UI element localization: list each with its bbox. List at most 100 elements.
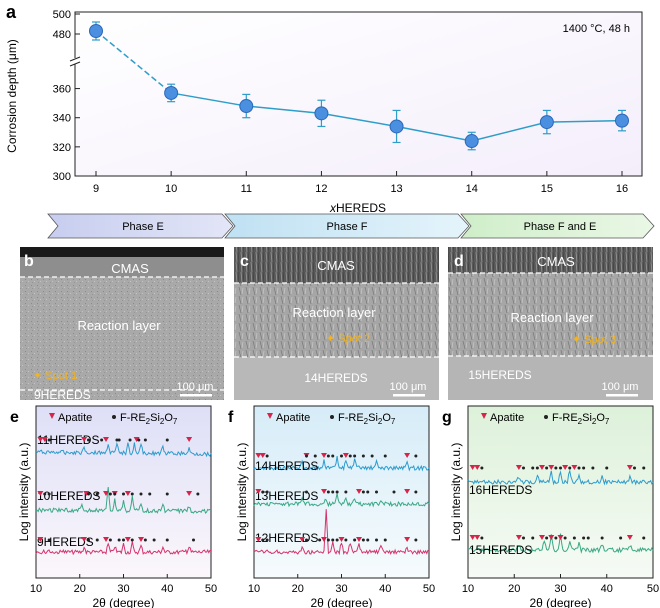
chart-annotation: 1400 °C, 48 h: [563, 23, 630, 35]
fre-peak-marker: [375, 538, 378, 542]
x-axis-label: 2θ (degree): [92, 596, 154, 608]
fre-peak-marker: [331, 454, 335, 458]
data-point: [314, 106, 329, 121]
fre-peak-marker: [563, 536, 567, 540]
apatite-peak-marker: [342, 453, 349, 458]
xrd-trace: [35, 541, 211, 556]
panel-label-d: d: [454, 253, 464, 270]
apatite-peak-marker: [626, 535, 633, 540]
fre-peak-marker: [331, 490, 335, 494]
micrograph-d: d CMAS Reaction layer ✦ Spot 3 15HEREDS …: [448, 247, 653, 400]
legend-apatite-marker: [481, 413, 487, 419]
apatite-peak-marker: [571, 465, 578, 470]
apatite-peak-marker: [626, 465, 633, 470]
subscript: 2: [378, 417, 383, 426]
apatite-peak-marker: [338, 537, 345, 542]
fre-peak-marker: [414, 538, 418, 542]
fre-peak-marker: [531, 536, 535, 540]
fre-peak-marker: [326, 490, 330, 494]
fre-peak-marker: [392, 490, 396, 494]
fre-peak-marker: [137, 438, 141, 442]
y-axis-label: Log intensity (a.u.): [17, 443, 31, 542]
x-tick-label: 20: [508, 583, 520, 595]
phase-fe-arrow: [460, 213, 655, 239]
x-tick-label: 13: [390, 183, 402, 195]
apatite-peak-marker: [321, 489, 327, 494]
fre-peak-marker: [522, 466, 525, 470]
fre-peak-marker: [582, 466, 586, 470]
panel-label-g: g: [442, 409, 452, 426]
x-tick-label: 16: [616, 183, 628, 195]
scale-text-b: 100 μm: [177, 381, 214, 393]
legend-apatite-label: Apatite: [490, 412, 524, 424]
subscript: 2: [592, 417, 597, 426]
trace-label: 12HEREDS: [255, 531, 318, 545]
xrd-trace: [253, 509, 430, 556]
fre-peak-marker: [568, 466, 572, 470]
fre-peak-marker: [143, 538, 147, 542]
fre-peak-marker: [265, 538, 269, 542]
label-reaction-d: Reaction layer: [510, 310, 594, 325]
xrd-trace: [467, 469, 654, 486]
fre-peak-marker: [545, 466, 549, 470]
fre-peak-marker: [87, 438, 90, 442]
fre-peak-marker: [335, 490, 339, 494]
x-tick-label: 9: [93, 183, 99, 195]
legend-fre-label: F-RE2Si2O7: [120, 412, 178, 426]
apatite-peak-marker: [103, 491, 109, 496]
micrograph-b: b CMAS Reaction layer ✦ Spot 1 9HEREDS 1…: [20, 247, 224, 402]
fre-peak-marker: [531, 466, 535, 470]
legend-apatite-marker: [267, 413, 273, 419]
fre-peak-marker: [165, 438, 169, 442]
trace-label: 11HEREDS: [37, 433, 99, 447]
fre-peak-marker: [353, 538, 357, 542]
legend-fre-marker: [544, 415, 548, 419]
fre-peak-marker: [108, 492, 112, 496]
fre-peak-marker: [108, 538, 112, 542]
phase-f-label: Phase F: [327, 221, 368, 233]
fre-peak-marker: [192, 538, 195, 542]
x-tick-label: 20: [292, 583, 304, 595]
fre-peak-marker: [95, 492, 99, 496]
fre-peak-marker: [261, 490, 265, 494]
fre-peak-marker: [375, 490, 378, 494]
apatite-peak-marker: [37, 491, 44, 496]
apatite-peak-marker: [186, 491, 193, 496]
fre-peak-marker: [130, 492, 134, 496]
fre-peak-marker: [361, 490, 365, 494]
trace-label: 16HEREDS: [469, 483, 532, 497]
fre-peak-marker: [117, 438, 121, 442]
xrd-frame: [253, 405, 430, 579]
fre-peak-marker: [414, 490, 418, 494]
apatite-peak-marker: [548, 465, 555, 470]
apatite-peak-marker: [404, 537, 411, 542]
apatite-peak-marker: [515, 535, 522, 540]
y-axis-label-a: Corrosion depth (μm): [5, 39, 19, 153]
data-point: [89, 24, 103, 38]
scale-bar-d: [606, 394, 638, 397]
apatite-peak-marker: [103, 437, 109, 442]
fre-peak-marker: [305, 454, 308, 458]
x-tick-label: 40: [379, 583, 391, 595]
fre-peak-marker: [605, 466, 609, 470]
fre-peak-marker: [370, 454, 374, 458]
panel-label-b: b: [24, 253, 34, 270]
micrograph-c: c CMAS Reaction layer ✦ Spot 2 14HEREDS …: [234, 247, 439, 400]
fre-peak-marker: [130, 538, 134, 542]
apatite-peak-marker: [299, 537, 306, 542]
apatite-peak-marker: [474, 465, 481, 470]
fre-peak-marker: [305, 490, 308, 494]
xrd-frame: [35, 405, 212, 579]
subscript: 7: [605, 417, 610, 426]
xrd-trace: [35, 487, 212, 515]
phase-bar: Phase E Phase F Phase F and E: [47, 213, 655, 239]
fre-peak-marker: [305, 538, 308, 542]
fre-peak-marker: [545, 536, 549, 540]
fre-peak-marker: [117, 538, 121, 542]
apatite-peak-marker: [356, 489, 362, 494]
fre-peak-marker: [633, 466, 636, 470]
x-tick-label: 40: [161, 583, 173, 595]
spot-1-text: Spot 1: [45, 370, 77, 382]
fre-peak-marker: [261, 538, 265, 542]
apatite-peak-marker: [81, 537, 88, 542]
